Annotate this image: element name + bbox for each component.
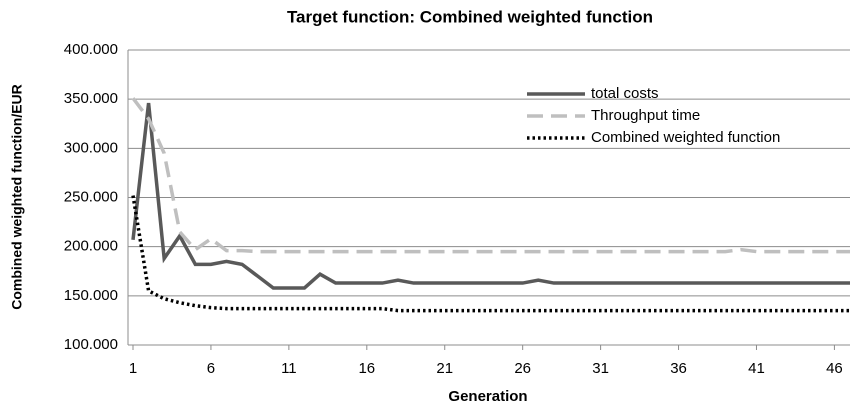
x-tick-label: 26 bbox=[514, 360, 531, 377]
y-tick-label: 200.000 bbox=[64, 238, 118, 255]
y-tick-label: 150.000 bbox=[64, 287, 118, 304]
x-tick-label: 46 bbox=[826, 360, 843, 377]
x-tick-label: 31 bbox=[592, 360, 609, 377]
x-tick-label: 41 bbox=[748, 360, 765, 377]
chart-title: Target function: Combined weighted funct… bbox=[287, 7, 653, 26]
legend-label: Throughput time bbox=[591, 107, 700, 124]
x-tick-label: 1 bbox=[129, 360, 137, 377]
x-axis-label: Generation bbox=[448, 388, 527, 405]
series-line bbox=[131, 102, 850, 290]
x-tick-label: 11 bbox=[281, 360, 297, 377]
y-tick-label: 100.000 bbox=[64, 336, 118, 353]
legend-label: Combined weighted function bbox=[591, 129, 780, 146]
y-tick-label: 350.000 bbox=[64, 90, 118, 107]
x-tick-label: 6 bbox=[207, 360, 215, 377]
y-tick-label: 250.000 bbox=[64, 188, 118, 205]
series-line bbox=[131, 195, 850, 313]
y-tick-label: 300.000 bbox=[64, 139, 118, 156]
x-tick-label: 16 bbox=[358, 360, 375, 377]
legend-label: total costs bbox=[591, 85, 659, 102]
y-tick-label: 400.000 bbox=[64, 41, 118, 58]
series-line bbox=[131, 97, 850, 254]
x-tick-label: 21 bbox=[436, 360, 453, 377]
y-axis-label: Combined weighted function/EUR bbox=[9, 84, 25, 310]
x-tick-label: 36 bbox=[670, 360, 687, 377]
